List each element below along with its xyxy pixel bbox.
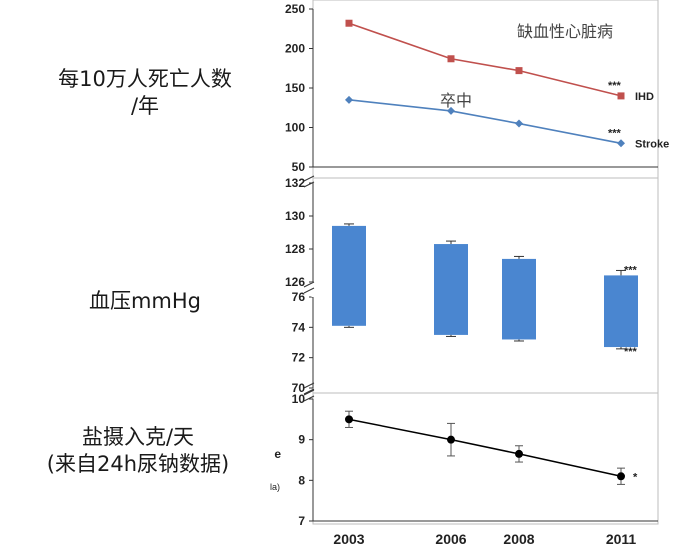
ihd-series-label: IHD (635, 91, 654, 103)
stroke-marker (447, 106, 455, 115)
salt-y-tick-label: 10 (292, 392, 306, 406)
stroke-marker (617, 139, 625, 148)
bp-upper-y-tick-label: 128 (285, 242, 305, 256)
bp-lower-y-tick-label: 70 (292, 381, 306, 395)
mortality-y-tick-label: 50 (292, 160, 306, 174)
bp-upper-y-tick-label: 132 (285, 176, 305, 190)
ihd-significance: *** (608, 80, 622, 92)
bp-diastolic-significance: *** (624, 346, 638, 358)
mortality-y-tick-label: 200 (285, 42, 305, 56)
salt-line (348, 418, 622, 477)
stroke-series-label: Stroke (635, 138, 669, 150)
salt-label-line2: (来自24h尿钠数据) (46, 452, 230, 476)
ihd-marker (515, 67, 523, 75)
bp-bar (332, 225, 366, 326)
x-tick-label: 2008 (503, 531, 534, 547)
bp-label-text: 血压mmHg (88, 289, 202, 313)
mortality-label-line2: /年 (130, 94, 160, 118)
clipped-axis-fragment: la) (270, 482, 280, 492)
salt-marker (515, 449, 523, 458)
x-tick-label: 2003 (333, 531, 364, 547)
bp-bar (604, 275, 638, 348)
bp-bottom-axis-break (303, 382, 315, 395)
ihd-marker (345, 19, 353, 27)
stroke-marker (515, 119, 523, 128)
salt-y-tick-label: 7 (298, 514, 305, 528)
bp-top-axis-break (303, 175, 315, 188)
bp-lower-y-tick-label: 74 (292, 320, 306, 334)
mortality-label: 每10万人死亡人数 /年 (20, 66, 270, 120)
x-tick-label: 2006 (435, 531, 466, 547)
salt-label: 盐摄入克/天 (来自24h尿钠数据) (6, 424, 270, 478)
mortality-label-line1: 每10万人死亡人数 (58, 67, 232, 91)
bp-bar (434, 244, 468, 335)
mortality-y-tick-label: 250 (285, 2, 305, 16)
salt-y-tick-label: 8 (298, 473, 305, 487)
bp-lower-y-tick-label: 72 (292, 351, 306, 365)
clipped-axis-fragment: e (274, 447, 281, 461)
ihd-marker (447, 55, 455, 63)
ihd-annotation: 缺血性心脏病 (517, 22, 613, 41)
bp-lower-y-tick-label: 76 (292, 290, 306, 304)
salt-marker (345, 415, 353, 424)
ihd-line (348, 22, 622, 97)
salt-marker (447, 435, 455, 444)
bp-label: 血压mmHg (20, 288, 270, 315)
salt-y-tick-label: 9 (298, 433, 305, 447)
bp-mid-axis-break (303, 281, 315, 294)
salt-significance: * (633, 471, 638, 483)
x-tick-label: 2011 (606, 531, 637, 547)
stroke-annotation: 卒中 (440, 91, 472, 110)
panel-frame-salt (312, 392, 659, 525)
stroke-marker (345, 95, 353, 104)
mortality-y-tick-label: 150 (285, 81, 305, 95)
bp-upper-y-tick-label: 126 (285, 275, 305, 289)
stroke-significance: *** (608, 127, 622, 139)
stroke-line (348, 99, 622, 145)
salt-marker (617, 472, 625, 481)
mortality-y-tick-label: 100 (285, 121, 305, 135)
bp-systolic-significance: *** (624, 264, 638, 276)
salt-label-line1: 盐摄入克/天 (81, 425, 195, 449)
salt-top-axis-break (303, 389, 315, 402)
bp-upper-y-tick-label: 130 (285, 209, 305, 223)
ihd-marker (617, 92, 625, 100)
bp-bar (502, 258, 536, 340)
